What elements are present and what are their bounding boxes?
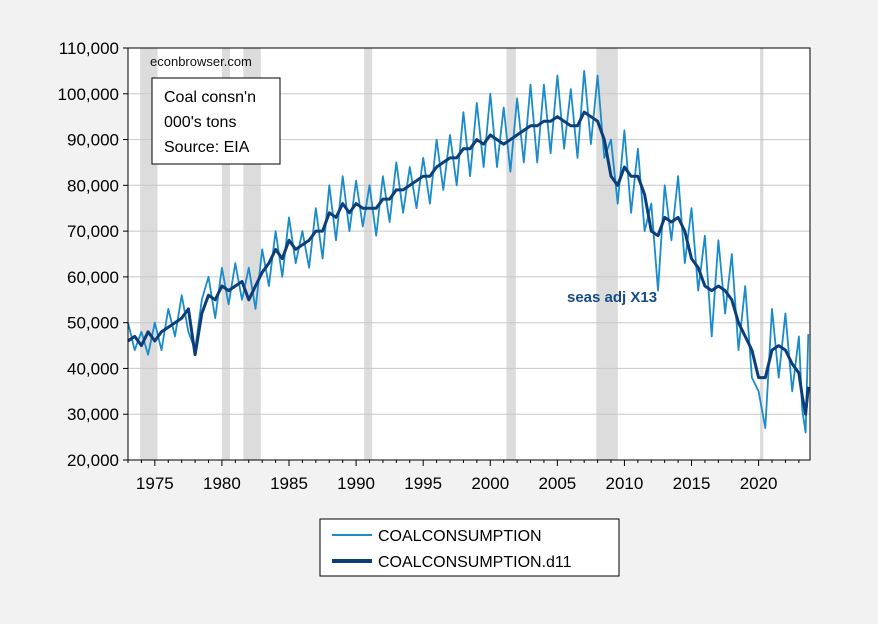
legend-label-1: COALCONSUMPTION bbox=[378, 528, 542, 545]
y-tick-label-3: 50,000 bbox=[67, 314, 119, 333]
series-line-2 bbox=[127, 110, 810, 416]
annotation-seas-adj: seas adj X13 bbox=[567, 289, 657, 306]
recession-band-5 bbox=[506, 48, 516, 460]
info-box: Coal consn'n 000's tons Source: EIA bbox=[151, 77, 281, 165]
watermark: econbrowser.com bbox=[150, 54, 252, 69]
y-tick-label-1: 30,000 bbox=[67, 405, 119, 424]
info-box-line-1: Coal consn'n bbox=[164, 89, 256, 106]
y-tick-label-8: 100,000 bbox=[58, 85, 119, 104]
y-tick-label-5: 70,000 bbox=[67, 222, 119, 241]
x-tick-label-7: 2010 bbox=[606, 474, 644, 493]
info-box-line-3: Source: EIA bbox=[164, 139, 250, 156]
x-tick-label-8: 2015 bbox=[673, 474, 711, 493]
recession-band-4 bbox=[364, 48, 373, 460]
y-tick-label-2: 40,000 bbox=[67, 359, 119, 378]
y-tick-label-0: 20,000 bbox=[67, 451, 119, 470]
x-tick-label-5: 2000 bbox=[471, 474, 509, 493]
x-tick-label-4: 1995 bbox=[404, 474, 442, 493]
info-box-line-2: 000's tons bbox=[164, 114, 236, 131]
y-tick-label-4: 60,000 bbox=[67, 268, 119, 287]
x-tick-label-1: 1980 bbox=[203, 474, 241, 493]
recession-band-7 bbox=[760, 48, 764, 460]
x-tick-label-3: 1990 bbox=[337, 474, 375, 493]
recession-band-2 bbox=[221, 48, 230, 460]
legend: COALCONSUMPTION COALCONSUMPTION.d11 bbox=[319, 518, 620, 577]
x-tick-label-2: 1985 bbox=[270, 474, 308, 493]
x-tick-label-6: 2005 bbox=[538, 474, 576, 493]
legend-label-2: COALCONSUMPTION.d11 bbox=[378, 554, 572, 571]
y-tick-label-6: 80,000 bbox=[67, 176, 119, 195]
y-tick-label-9: 110,000 bbox=[59, 39, 119, 58]
y-tick-label-7: 90,000 bbox=[67, 131, 119, 150]
series-line-1 bbox=[127, 70, 810, 434]
x-tick-label-9: 2020 bbox=[740, 474, 778, 493]
x-tick-label-0: 1975 bbox=[136, 474, 174, 493]
plot-frame bbox=[127, 47, 811, 461]
